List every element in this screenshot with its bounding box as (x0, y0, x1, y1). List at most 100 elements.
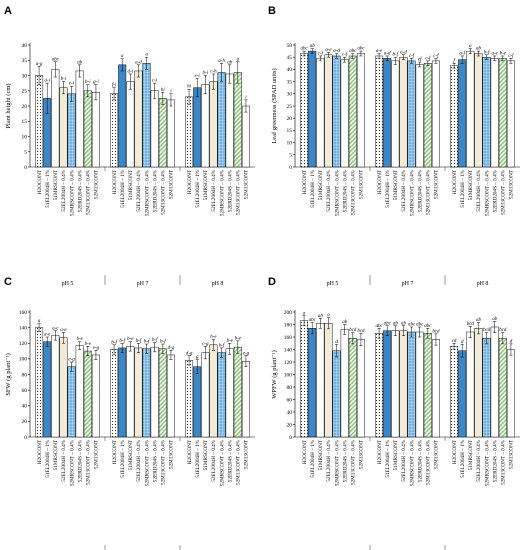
category-label: 51EL2004H – 1% (195, 169, 201, 207)
significance-label: abc (52, 57, 60, 62)
significance-label: c-h (210, 69, 217, 74)
bar (458, 350, 467, 438)
category-label: 52MRSCONT – 0.4% (409, 169, 415, 216)
category-label: 52M13CONT – 0.4% (501, 169, 507, 215)
bar (126, 346, 135, 438)
significance-label: d (335, 340, 338, 345)
significance-label: abc (309, 318, 317, 323)
category-label: 52MRSCONT – 0.4% (484, 169, 490, 216)
category-label: 52ERD204S – 0.4% (227, 439, 233, 482)
category-label: 52M13CONT (94, 169, 100, 199)
significance-label: d-g (168, 346, 175, 351)
y-axis-label: SFW (g plant⁻¹) (5, 353, 12, 395)
significance-label: a (327, 313, 330, 318)
significance-label: abc (349, 49, 357, 54)
significance-label: a (237, 57, 240, 62)
significance-label: ab (318, 314, 324, 319)
panel-C: C SFW (g plant⁻¹) 0 20 40 60 80 100 120 140 160 a H2… (4, 276, 255, 550)
category-label: 52M13CONT – 0.4% (86, 169, 92, 215)
bar (300, 53, 309, 168)
significance-label: abc (424, 324, 432, 329)
category-label: 51EL2004H – 1% (310, 439, 316, 477)
y-tick-label: 5 (24, 150, 27, 156)
significance-label: b-i (85, 80, 91, 85)
significance-label: a-d (400, 50, 407, 55)
bar (324, 323, 333, 438)
category-label: 52M13CONT – 0.4% (501, 439, 507, 485)
panel-letter: D (268, 276, 276, 288)
bar (383, 58, 392, 168)
panels: A Plant height (cm) 0 5 10 15 20 25 30 35 40 a-g H2O… (4, 5, 520, 550)
bar (158, 98, 167, 168)
group-label: pH 7 (137, 281, 149, 287)
significance-label: a (303, 311, 306, 316)
bar (450, 346, 459, 438)
significance-label: abc (384, 321, 392, 326)
category-label: 52M13CONT – 0.4% (426, 439, 432, 485)
significance-label: hi (161, 88, 166, 93)
significance-label: i (170, 89, 172, 94)
y-tick-label: 20 (22, 419, 28, 425)
y-tick-label: 35 (287, 79, 293, 85)
y-tick-label: 45 (287, 55, 293, 61)
category-label: 52EL2004H – 0.4% (61, 439, 67, 481)
category-label: 52ERD204S – 0.4% (417, 169, 423, 212)
significance-label: b-f (393, 53, 399, 58)
category-label: H2OCONT (302, 439, 308, 464)
significance-label: d-i (128, 69, 134, 74)
y-tick-label: 40 (287, 410, 293, 416)
category-label: 52EL2004H – 0.4% (401, 439, 407, 481)
category-label: 52ERD204S – 0.4% (227, 169, 233, 212)
bar (193, 366, 202, 438)
y-tick-label: 15 (22, 119, 28, 125)
significance-label: ab (310, 44, 316, 49)
category-label: H2OCONT (187, 169, 193, 194)
category-label: H2OCONT (37, 169, 43, 194)
category-label: 52EL2004H – 0.4% (326, 439, 332, 481)
category-label: 52M13CONT – 0.4% (351, 169, 357, 215)
significance-label: b-f (144, 340, 150, 345)
category-label: 52EL2004H – 0.4% (211, 439, 217, 481)
bar (498, 338, 507, 438)
category-label: 52M13CONT – 0.4% (351, 439, 357, 485)
significance-label: b-e (235, 336, 242, 341)
significance-label: d (510, 339, 513, 344)
category-label: 51EL2004H – 1% (385, 169, 391, 207)
significance-label: a-d (384, 51, 391, 56)
category-label: 52EL2004H – 0.4% (401, 169, 407, 211)
bar (332, 350, 341, 438)
significance-label: b-f (152, 338, 158, 343)
bar (185, 96, 194, 168)
bar (225, 73, 234, 168)
category-label: H2OCONT (302, 169, 308, 194)
bar (407, 331, 416, 438)
y-tick-label: 30 (22, 73, 28, 79)
significance-label: f (453, 59, 455, 64)
bar (35, 75, 44, 168)
y-tick-label: 160 (284, 335, 293, 341)
significance-label: bcd (432, 329, 440, 334)
bar (110, 93, 119, 168)
y-tick-label: 10 (22, 134, 28, 140)
y-tick-label: 0 (24, 165, 27, 171)
significance-label: abc (300, 47, 308, 52)
panel-A: A Plant height (cm) 0 5 10 15 20 25 30 35 40 a-g H2O… (4, 5, 255, 287)
category-label: 51EL2004H – 1% (310, 169, 316, 207)
significance-label: a-e (60, 328, 67, 333)
y-tick-label: 140 (284, 347, 293, 353)
category-label: 52ERD204S – 0.4% (77, 439, 83, 482)
category-label: 51MRSCONT (318, 439, 324, 470)
significance-label: e-g (243, 351, 250, 356)
significance-label: ab (401, 321, 407, 326)
category-label: 52M13CONT (244, 169, 250, 199)
category-label: 51MRSCONT (468, 439, 474, 470)
significance-label: ab (393, 321, 399, 326)
category-label: 51MRSCONT (203, 169, 209, 200)
significance-label: a-e (376, 49, 383, 54)
significance-label: a-f (459, 51, 465, 56)
significance-label: g-i (93, 80, 99, 85)
category-label: 52M13CONT (359, 169, 365, 199)
category-label: 52M13CONT – 0.4% (86, 439, 92, 485)
y-tick-label: 40 (287, 67, 293, 73)
bar (233, 72, 242, 168)
